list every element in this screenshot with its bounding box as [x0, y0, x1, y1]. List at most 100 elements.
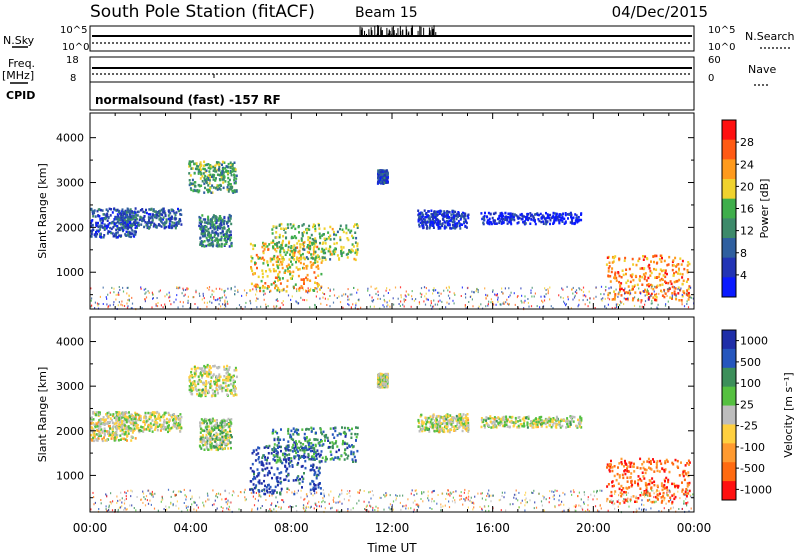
- echo-cell: [299, 448, 302, 452]
- echo-cell: [203, 440, 206, 443]
- scatter-cell: [393, 303, 395, 306]
- scatter-cell: [531, 295, 533, 298]
- echo-cell: [282, 235, 285, 238]
- scatter-cell: [329, 305, 331, 308]
- scatter-cell: [276, 298, 278, 301]
- echo-cell: [294, 246, 297, 250]
- echo-cell: [95, 438, 98, 441]
- echo-cell: [292, 225, 295, 228]
- echo-cell: [293, 430, 296, 434]
- echo-cell: [529, 212, 532, 215]
- echo-cell: [287, 449, 290, 452]
- scatter-cell: [619, 300, 621, 303]
- echo-cell: [121, 420, 124, 423]
- echo-cell: [200, 240, 203, 243]
- echo-cell: [301, 252, 304, 256]
- echo-cell: [310, 266, 313, 269]
- scatter-cell: [514, 303, 516, 306]
- echo-cell: [151, 419, 154, 422]
- echo-cell: [510, 215, 513, 218]
- scatter-cell: [106, 297, 108, 300]
- echo-cell: [510, 222, 513, 226]
- echo-cell: [301, 455, 304, 459]
- scatter-cell: [175, 298, 177, 301]
- echo-cell: [655, 262, 658, 265]
- scatter-cell: [469, 295, 471, 298]
- echo-cell: [638, 278, 641, 281]
- scatter-cell: [646, 288, 648, 291]
- echo-cell: [208, 170, 211, 173]
- echo-cell: [272, 458, 275, 461]
- echo-cell: [174, 218, 177, 221]
- echo-cell: [95, 433, 98, 436]
- echo-cell: [115, 234, 118, 237]
- echo-cell: [314, 229, 317, 233]
- scatter-cell: [516, 296, 518, 299]
- scatter-cell: [187, 302, 189, 304]
- echo-cell: [264, 245, 267, 248]
- echo-cell: [613, 290, 616, 293]
- echo-cell: [263, 479, 265, 483]
- scatter-cell: [536, 305, 538, 308]
- scatter-cell: [426, 298, 428, 301]
- scatter-cell: [567, 295, 569, 298]
- echo-cell: [619, 285, 622, 288]
- echo-cell: [552, 222, 555, 225]
- heatmap-cells: [90, 160, 695, 311]
- echo-cell: [455, 225, 458, 229]
- scatter-cell: [369, 305, 371, 308]
- echo-cell: [681, 294, 684, 298]
- echo-cell: [484, 211, 486, 215]
- echo-cell: [279, 260, 282, 264]
- echo-cell: [90, 422, 93, 425]
- echo-cell: [200, 367, 203, 371]
- echo-cell: [123, 218, 126, 222]
- scatter-cell: [439, 299, 441, 302]
- colorbar-segment: [722, 257, 736, 278]
- echo-cell: [653, 267, 655, 271]
- echo-cell: [269, 485, 272, 489]
- scatter-cell: [403, 300, 405, 303]
- echo-cell: [120, 226, 123, 229]
- scatter-cell: [113, 301, 115, 304]
- echo-cell: [147, 425, 150, 428]
- echo-cell: [536, 212, 539, 215]
- echo-cell: [209, 420, 212, 423]
- scatter-cell: [496, 293, 498, 296]
- scatter-cell: [657, 303, 659, 306]
- echo-cell: [675, 280, 677, 283]
- echo-cell: [127, 233, 130, 237]
- echo-cell: [508, 221, 511, 224]
- echo-cell: [202, 244, 205, 247]
- scatter-cell: [243, 289, 246, 292]
- echo-cell: [286, 487, 289, 490]
- echo-cell: [194, 167, 197, 171]
- scatter-cell: [464, 293, 467, 296]
- scatter-cell: [485, 297, 487, 300]
- echo-cell: [282, 287, 285, 291]
- echo-cell: [97, 411, 100, 414]
- scatter-cell: [647, 290, 649, 293]
- echo-cell: [122, 228, 125, 231]
- echo-cell: [290, 235, 293, 239]
- echo-cell: [613, 296, 616, 299]
- scatter-cell: [436, 303, 439, 306]
- echo-cell: [102, 213, 105, 216]
- echo-cell: [320, 460, 323, 463]
- echo-cell: [121, 428, 124, 432]
- echo-cell: [228, 245, 231, 248]
- scatter-cell: [654, 285, 656, 288]
- echo-cell: [577, 215, 580, 219]
- echo-cell: [208, 179, 211, 182]
- echo-cell: [533, 218, 536, 222]
- echo-cell: [257, 472, 260, 475]
- echo-cell: [126, 416, 129, 420]
- echo-cell: [101, 217, 104, 220]
- echo-cell: [647, 276, 650, 280]
- echo-cell: [316, 449, 319, 452]
- echo-cell: [644, 255, 647, 258]
- scatter-cell: [377, 294, 379, 297]
- echo-cell: [92, 410, 95, 414]
- echo-cell: [204, 186, 206, 190]
- echo-cell: [251, 269, 254, 273]
